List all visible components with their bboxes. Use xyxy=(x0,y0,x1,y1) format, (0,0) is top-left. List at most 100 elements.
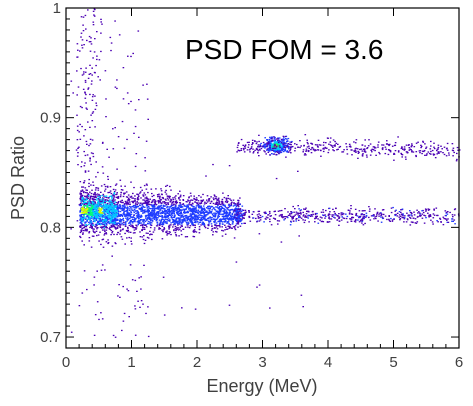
data-point xyxy=(264,212,266,215)
data-point xyxy=(361,150,364,152)
data-point xyxy=(152,214,154,216)
data-point xyxy=(127,290,130,292)
data-point xyxy=(157,211,160,214)
data-point xyxy=(143,219,146,221)
data-point xyxy=(297,170,299,172)
data-point xyxy=(197,217,199,219)
data-point xyxy=(353,220,356,222)
data-point xyxy=(305,216,308,218)
data-point xyxy=(112,194,114,196)
data-point xyxy=(131,218,134,221)
data-point xyxy=(167,212,169,215)
data-point xyxy=(129,217,131,219)
data-point xyxy=(193,208,195,211)
data-point xyxy=(202,210,204,213)
data-point xyxy=(258,210,261,212)
data-point xyxy=(187,211,189,214)
data-point xyxy=(268,150,271,152)
data-point xyxy=(81,210,83,212)
data-point xyxy=(85,189,87,191)
data-point xyxy=(143,199,146,201)
data-point xyxy=(427,151,430,153)
data-point xyxy=(98,223,100,225)
data-point xyxy=(139,207,141,209)
data-point xyxy=(107,219,109,221)
data-point xyxy=(220,201,223,203)
data-point xyxy=(83,135,85,137)
data-point xyxy=(103,216,105,219)
data-point xyxy=(362,153,364,155)
data-point xyxy=(432,154,435,156)
data-point xyxy=(95,194,97,196)
data-point xyxy=(243,217,245,219)
data-point xyxy=(115,219,117,221)
data-point xyxy=(376,211,379,213)
data-point xyxy=(190,216,193,218)
data-point xyxy=(80,218,82,220)
data-point xyxy=(340,212,343,214)
data-point xyxy=(111,232,113,234)
data-point xyxy=(186,224,189,226)
data-point xyxy=(107,221,109,223)
data-point xyxy=(113,209,116,211)
data-point xyxy=(237,201,240,203)
data-point xyxy=(103,213,106,215)
data-point xyxy=(261,215,264,218)
data-point xyxy=(198,216,201,218)
data-point xyxy=(102,226,104,229)
data-point xyxy=(161,217,163,219)
data-point xyxy=(76,155,79,157)
data-point xyxy=(287,211,289,213)
data-point xyxy=(231,217,233,219)
data-point xyxy=(103,225,105,228)
data-point xyxy=(175,221,178,223)
data-point xyxy=(101,217,104,219)
data-point xyxy=(277,151,279,154)
data-point xyxy=(175,218,178,220)
data-point xyxy=(281,213,283,216)
data-point xyxy=(361,144,364,146)
data-point xyxy=(152,217,154,219)
data-point xyxy=(170,224,172,226)
data-point xyxy=(244,145,247,147)
data-point xyxy=(236,210,239,212)
data-point xyxy=(135,224,137,226)
data-point xyxy=(405,144,408,146)
data-point xyxy=(80,204,82,206)
data-point xyxy=(356,215,359,217)
data-point xyxy=(212,213,214,215)
data-point xyxy=(126,92,129,94)
data-point xyxy=(226,228,228,230)
data-point xyxy=(237,223,240,225)
data-point xyxy=(90,246,93,248)
data-point xyxy=(272,150,275,152)
data-point xyxy=(364,210,366,212)
data-point xyxy=(173,208,175,211)
data-point xyxy=(271,140,273,142)
data-point xyxy=(99,231,101,233)
data-point xyxy=(113,212,116,215)
data-point xyxy=(98,215,101,218)
data-point xyxy=(340,214,343,216)
data-point xyxy=(151,220,154,222)
data-point xyxy=(122,208,124,210)
data-point xyxy=(200,205,202,207)
data-point xyxy=(112,215,115,217)
data-point xyxy=(134,202,137,204)
data-point xyxy=(111,255,113,257)
data-point xyxy=(404,215,406,217)
data-point xyxy=(138,222,141,225)
data-point xyxy=(445,148,448,150)
data-point xyxy=(218,206,221,209)
data-point xyxy=(271,147,274,149)
data-point xyxy=(192,216,195,218)
data-point xyxy=(452,216,454,218)
data-point xyxy=(117,196,119,198)
data-point xyxy=(106,148,108,150)
data-point xyxy=(147,118,149,120)
data-point xyxy=(328,217,330,219)
data-point xyxy=(375,217,377,220)
data-point xyxy=(412,221,414,224)
data-point xyxy=(194,226,196,229)
data-point xyxy=(129,201,131,203)
